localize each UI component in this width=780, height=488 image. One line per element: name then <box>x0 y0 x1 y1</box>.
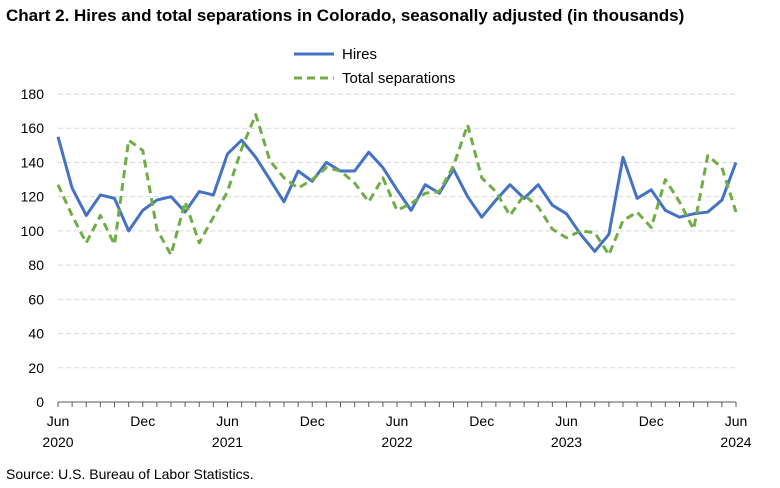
x-tick-label-year: 2023 <box>551 434 582 450</box>
gridlines <box>58 93 736 369</box>
x-tick-label-month: Dec <box>130 413 155 429</box>
total-separations-series-line <box>56 113 738 257</box>
y-tick-label: 60 <box>28 291 44 307</box>
y-tick-label: 20 <box>28 360 44 376</box>
y-tick-label: 120 <box>21 189 45 205</box>
legend: Hires Total separations <box>294 46 455 87</box>
x-tick-label-year: 2024 <box>720 434 751 450</box>
y-tick-label: 160 <box>21 120 45 136</box>
y-tick-label: 180 <box>21 86 45 102</box>
chart-title: Chart 2. Hires and total separations in … <box>6 6 685 25</box>
x-tick-label-year: 2021 <box>212 434 243 450</box>
x-tick-label-month: Dec <box>300 413 325 429</box>
x-tick-label-month: Jun <box>386 413 409 429</box>
legend-label-total-separations: Total separations <box>342 70 455 87</box>
x-tick-label-month: Jun <box>725 413 748 429</box>
y-tick-label: 140 <box>21 154 45 170</box>
x-tick-label-month: Jun <box>216 413 239 429</box>
x-tick-label-month: Dec <box>469 413 494 429</box>
source-note: Source: U.S. Bureau of Labor Statistics. <box>6 466 254 482</box>
legend-label-hires: Hires <box>342 46 377 63</box>
y-tick-label: 0 <box>36 394 44 410</box>
x-tick-label-year: 2020 <box>42 434 73 450</box>
x-tick-label-month: Dec <box>639 413 664 429</box>
axes: 0 20 40 60 80 100 120 140 160 180 Jun 2020 Dec Jun 202… <box>21 86 752 450</box>
x-tick-label-month: Jun <box>555 413 578 429</box>
y-tick-label: 100 <box>21 223 45 239</box>
hires-series-line <box>56 136 738 253</box>
x-tick-label-year: 2022 <box>381 434 412 450</box>
x-tick-label-month: Jun <box>47 413 70 429</box>
series <box>56 113 738 257</box>
y-tick-label: 40 <box>28 326 44 342</box>
y-tick-label: 80 <box>28 257 44 273</box>
